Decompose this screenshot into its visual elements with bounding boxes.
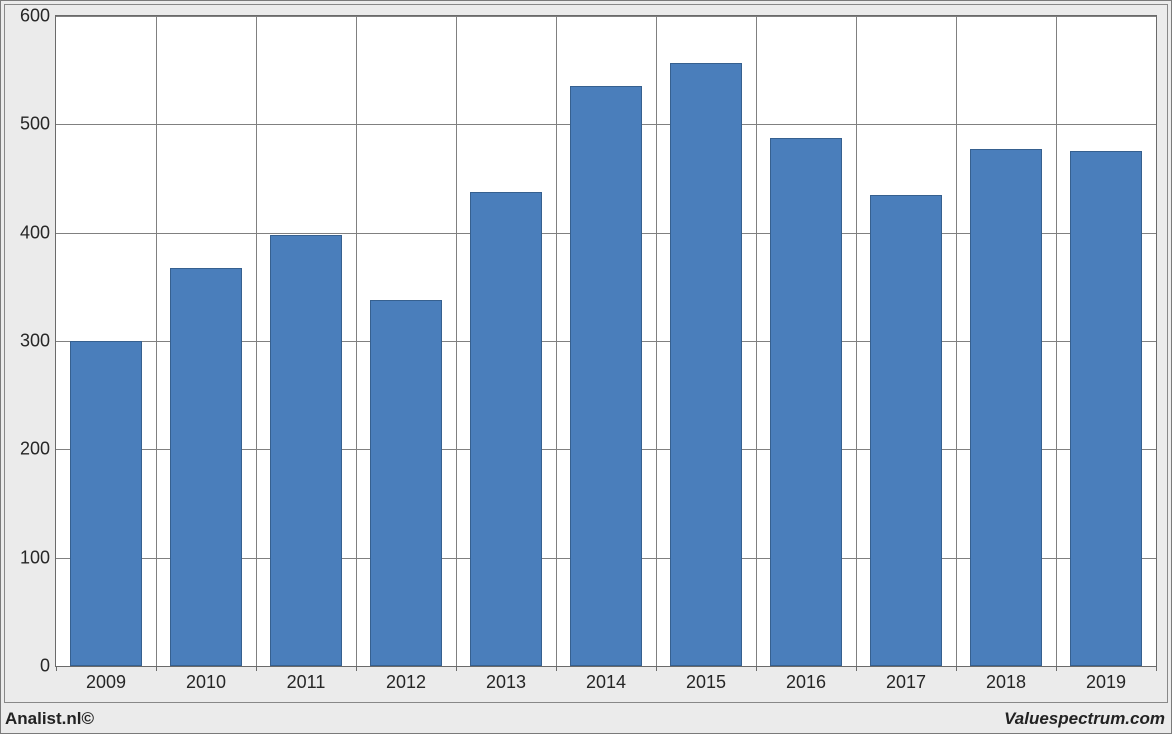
chart-frame: 0 100 200 300 400 500 600 2009 2010 2011 2012 2013 2… [4,4,1168,703]
y-axis-label: 600 [11,6,56,27]
x-axis-label: 2017 [886,666,926,693]
bar [70,341,142,666]
x-tick [356,666,357,671]
y-axis-label: 300 [11,331,56,352]
gridline-v [356,16,357,666]
bar [170,268,242,666]
gridline-v [956,16,957,666]
bar [1070,151,1142,666]
bar [370,300,442,666]
bar [570,86,642,666]
x-axis-label: 2016 [786,666,826,693]
y-axis-label: 0 [11,656,56,677]
gridline-v [856,16,857,666]
bar [870,195,942,666]
gridline-v [1056,16,1057,666]
x-tick [556,666,557,671]
x-tick [156,666,157,671]
x-axis-label: 2015 [686,666,726,693]
bar [670,63,742,666]
x-axis-label: 2009 [86,666,126,693]
y-axis-label: 400 [11,222,56,243]
chart-container: 0 100 200 300 400 500 600 2009 2010 2011 2012 2013 2… [0,0,1172,734]
y-axis-label: 500 [11,114,56,135]
x-tick [656,666,657,671]
x-axis-label: 2013 [486,666,526,693]
x-axis-label: 2014 [586,666,626,693]
bar [470,192,542,667]
x-tick [256,666,257,671]
x-tick [56,666,57,671]
x-tick [856,666,857,671]
gridline-v [456,16,457,666]
gridline-v [556,16,557,666]
y-axis-label: 200 [11,439,56,460]
x-axis-label: 2019 [1086,666,1126,693]
gridline-h [56,16,1156,17]
x-axis-label: 2012 [386,666,426,693]
x-axis-label: 2011 [287,666,326,693]
bar [770,138,842,666]
x-tick [956,666,957,671]
x-axis-label: 2010 [186,666,226,693]
x-tick [1156,666,1157,671]
gridline-v [756,16,757,666]
y-axis-label: 100 [11,547,56,568]
x-tick [456,666,457,671]
bar [270,235,342,666]
x-tick [1056,666,1057,671]
x-axis-label: 2018 [986,666,1026,693]
bar [970,149,1042,666]
x-tick [756,666,757,671]
gridline-v [656,16,657,666]
footer-right-text: Valuespectrum.com [1004,709,1165,729]
plot-area: 0100200300400500600200920102011201220132… [55,15,1157,667]
gridline-v [256,16,257,666]
gridline-v [156,16,157,666]
footer-left-text: Analist.nl© [5,709,94,729]
